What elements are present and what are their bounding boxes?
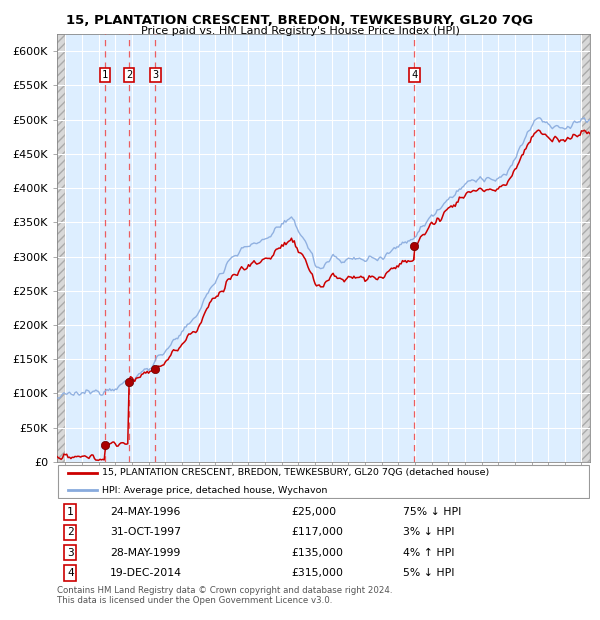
Text: 15, PLANTATION CRESCENT, BREDON, TEWKESBURY, GL20 7QG (detached house): 15, PLANTATION CRESCENT, BREDON, TEWKESB… — [102, 468, 490, 477]
Text: 2: 2 — [126, 70, 132, 80]
Text: £135,000: £135,000 — [292, 547, 343, 557]
Text: 4% ↑ HPI: 4% ↑ HPI — [403, 547, 455, 557]
Text: Price paid vs. HM Land Registry's House Price Index (HPI): Price paid vs. HM Land Registry's House … — [140, 26, 460, 36]
Text: 31-OCT-1997: 31-OCT-1997 — [110, 528, 181, 538]
Text: 75% ↓ HPI: 75% ↓ HPI — [403, 507, 461, 517]
Text: £117,000: £117,000 — [292, 528, 343, 538]
Text: 5% ↓ HPI: 5% ↓ HPI — [403, 568, 455, 578]
Text: 3: 3 — [67, 547, 74, 557]
Text: £315,000: £315,000 — [292, 568, 343, 578]
Text: Contains HM Land Registry data © Crown copyright and database right 2024.
This d: Contains HM Land Registry data © Crown c… — [57, 586, 392, 605]
Text: 4: 4 — [411, 70, 418, 80]
Text: 3% ↓ HPI: 3% ↓ HPI — [403, 528, 455, 538]
Text: 3: 3 — [152, 70, 158, 80]
Bar — [57, 34, 65, 462]
Text: 4: 4 — [67, 568, 74, 578]
Bar — [581, 34, 590, 462]
Text: 2: 2 — [67, 528, 74, 538]
Text: 28-MAY-1999: 28-MAY-1999 — [110, 547, 181, 557]
FancyBboxPatch shape — [58, 464, 589, 498]
Text: 19-DEC-2014: 19-DEC-2014 — [110, 568, 182, 578]
Text: £25,000: £25,000 — [292, 507, 337, 517]
Text: HPI: Average price, detached house, Wychavon: HPI: Average price, detached house, Wych… — [102, 485, 328, 495]
Text: 1: 1 — [67, 507, 74, 517]
Text: 1: 1 — [102, 70, 108, 80]
Text: 24-MAY-1996: 24-MAY-1996 — [110, 507, 181, 517]
Text: 15, PLANTATION CRESCENT, BREDON, TEWKESBURY, GL20 7QG: 15, PLANTATION CRESCENT, BREDON, TEWKESB… — [67, 14, 533, 27]
